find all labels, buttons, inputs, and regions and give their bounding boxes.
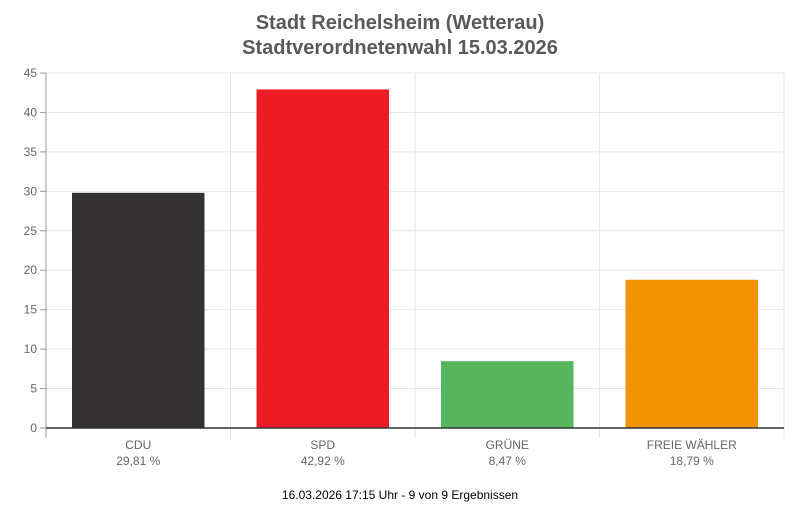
x-category-label: CDU	[125, 438, 151, 452]
y-tick-label: 10	[24, 342, 38, 356]
x-category-label: GRÜNE	[486, 438, 529, 452]
y-tick-label: 35	[24, 145, 38, 159]
y-tick-label: 15	[24, 303, 38, 317]
x-category-label: FREIE WÄHLER	[647, 438, 737, 452]
chart-title-line-2: Stadtverordnetenwahl 15.03.2026	[242, 37, 558, 59]
y-tick-label: 0	[30, 421, 37, 435]
bar-freie-wähler	[625, 279, 758, 428]
x-category-label: SPD	[310, 438, 335, 452]
chart-title-line-1: Stadt Reichelsheim (Wetterau)	[256, 12, 545, 34]
y-tick-label: 30	[24, 184, 38, 198]
bar-value-label: 29,81 %	[116, 454, 160, 468]
bar-value-label: 18,79 %	[670, 454, 714, 468]
y-tick-label: 20	[24, 263, 38, 277]
bar-cdu	[72, 192, 205, 428]
y-tick-label: 40	[24, 105, 38, 119]
chart-footer: 16.03.2026 17:15 Uhr - 9 von 9 Ergebniss…	[282, 488, 518, 502]
y-tick-label: 45	[24, 66, 38, 80]
y-tick-label: 5	[30, 382, 37, 396]
bar-value-label: 42,92 %	[301, 454, 345, 468]
bar-grüne	[441, 361, 574, 428]
bar-spd	[256, 89, 389, 429]
bar-value-label: 8,47 %	[489, 454, 527, 468]
y-tick-label: 25	[24, 224, 38, 238]
